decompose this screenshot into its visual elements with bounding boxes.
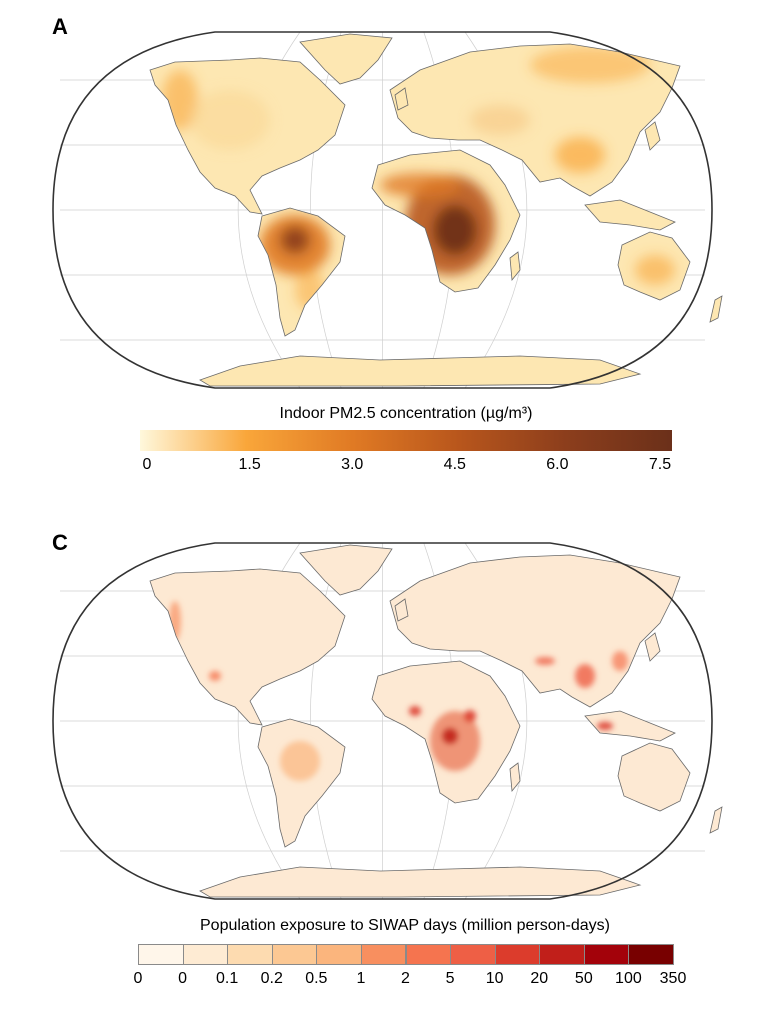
map-panel-c xyxy=(52,542,723,900)
hotspot xyxy=(280,226,310,254)
colorbar-c-tick: 5 xyxy=(445,970,455,987)
colorbar-a-tick: 7.5 xyxy=(648,456,672,473)
colorbar-c-tick: 0 xyxy=(178,970,188,987)
colorbar-a xyxy=(140,430,672,451)
land-greenland xyxy=(300,34,392,84)
hotspot xyxy=(433,205,477,255)
colorbar-a-tick: 3.0 xyxy=(341,456,364,473)
colorbar-c-cell xyxy=(138,944,184,965)
hotspot xyxy=(409,706,421,716)
land-se-asia-islands xyxy=(585,200,675,230)
panel-label-c: C xyxy=(52,530,68,555)
land-uk xyxy=(395,88,408,110)
colorbar-c-cell xyxy=(450,944,496,965)
colorbar-c-tick: 0.2 xyxy=(260,970,283,987)
colorbar-c-title: Population exposure to SIWAP days (milli… xyxy=(200,917,610,934)
colorbar-c-cell xyxy=(494,944,541,965)
hotspot xyxy=(464,710,476,722)
land-uk xyxy=(395,599,408,621)
coastlines xyxy=(149,33,723,387)
map-outline xyxy=(52,31,713,389)
hotspot xyxy=(442,728,458,744)
hotspot xyxy=(575,664,595,688)
colorbar-c-tick: 350 xyxy=(659,970,687,987)
colorbar-c-tick: 10 xyxy=(485,970,504,987)
colorbar-a-tick: 6.0 xyxy=(546,456,569,473)
hotspot xyxy=(209,671,221,681)
land-greenland xyxy=(300,545,392,595)
colorbar-c-tick: 0.5 xyxy=(305,970,328,987)
land-antarctica xyxy=(200,867,640,897)
map-panel-a xyxy=(52,31,723,389)
land-japan xyxy=(645,633,660,661)
land-australia xyxy=(618,743,690,811)
land-north-america xyxy=(150,569,345,725)
colorbar-c xyxy=(138,944,674,965)
hotspot xyxy=(535,657,555,665)
colorbar-a-tick: 0 xyxy=(142,456,152,473)
hotspot xyxy=(635,255,675,285)
colorbar-c-tick: 0.1 xyxy=(216,970,239,987)
land-south-america xyxy=(258,719,345,847)
colorbar-c-tick: 1 xyxy=(356,970,366,987)
land-new-zealand xyxy=(710,296,722,322)
colorbar-a-tick: 4.5 xyxy=(443,456,466,473)
colorbar-a-title: Indoor PM2.5 concentration (µg/m³) xyxy=(279,405,533,422)
hotspot xyxy=(612,651,628,671)
colorbar-c-tick: 100 xyxy=(615,970,642,987)
panel-label-a: A xyxy=(52,14,68,39)
land-antarctica xyxy=(200,356,640,386)
hotspot xyxy=(530,47,650,83)
colorbar-c-tick: 50 xyxy=(574,970,593,987)
hotspot xyxy=(295,270,325,310)
map-outline xyxy=(52,542,713,900)
hotspot xyxy=(470,105,530,135)
colorbar-c-cell xyxy=(316,944,362,965)
hotspot xyxy=(597,722,613,730)
land-eurasia xyxy=(390,555,680,707)
hotspot xyxy=(190,90,270,150)
hotspot xyxy=(380,173,460,197)
hotspots xyxy=(169,601,628,781)
land-new-zealand xyxy=(710,807,722,833)
colorbar-c-tick: 2 xyxy=(401,970,410,987)
hotspot xyxy=(280,741,320,781)
colorbar-c-cell xyxy=(539,944,585,965)
coastlines xyxy=(149,544,723,898)
colorbar-c-cell xyxy=(583,944,630,965)
colorbar-c-cell xyxy=(227,944,273,965)
land-japan xyxy=(645,122,660,150)
colorbar-a-tick: 1.5 xyxy=(238,456,261,473)
colorbar-c-tick: 20 xyxy=(530,970,549,987)
colorbar-c-cell xyxy=(405,944,452,965)
colorbar-c-cell xyxy=(182,944,229,965)
hotspot xyxy=(555,137,605,173)
colorbar-c-cell xyxy=(628,944,674,965)
colorbar-c-cell xyxy=(360,944,407,965)
colorbar-c-tick: 0 xyxy=(133,970,143,987)
colorbar-c-cell xyxy=(271,944,318,965)
